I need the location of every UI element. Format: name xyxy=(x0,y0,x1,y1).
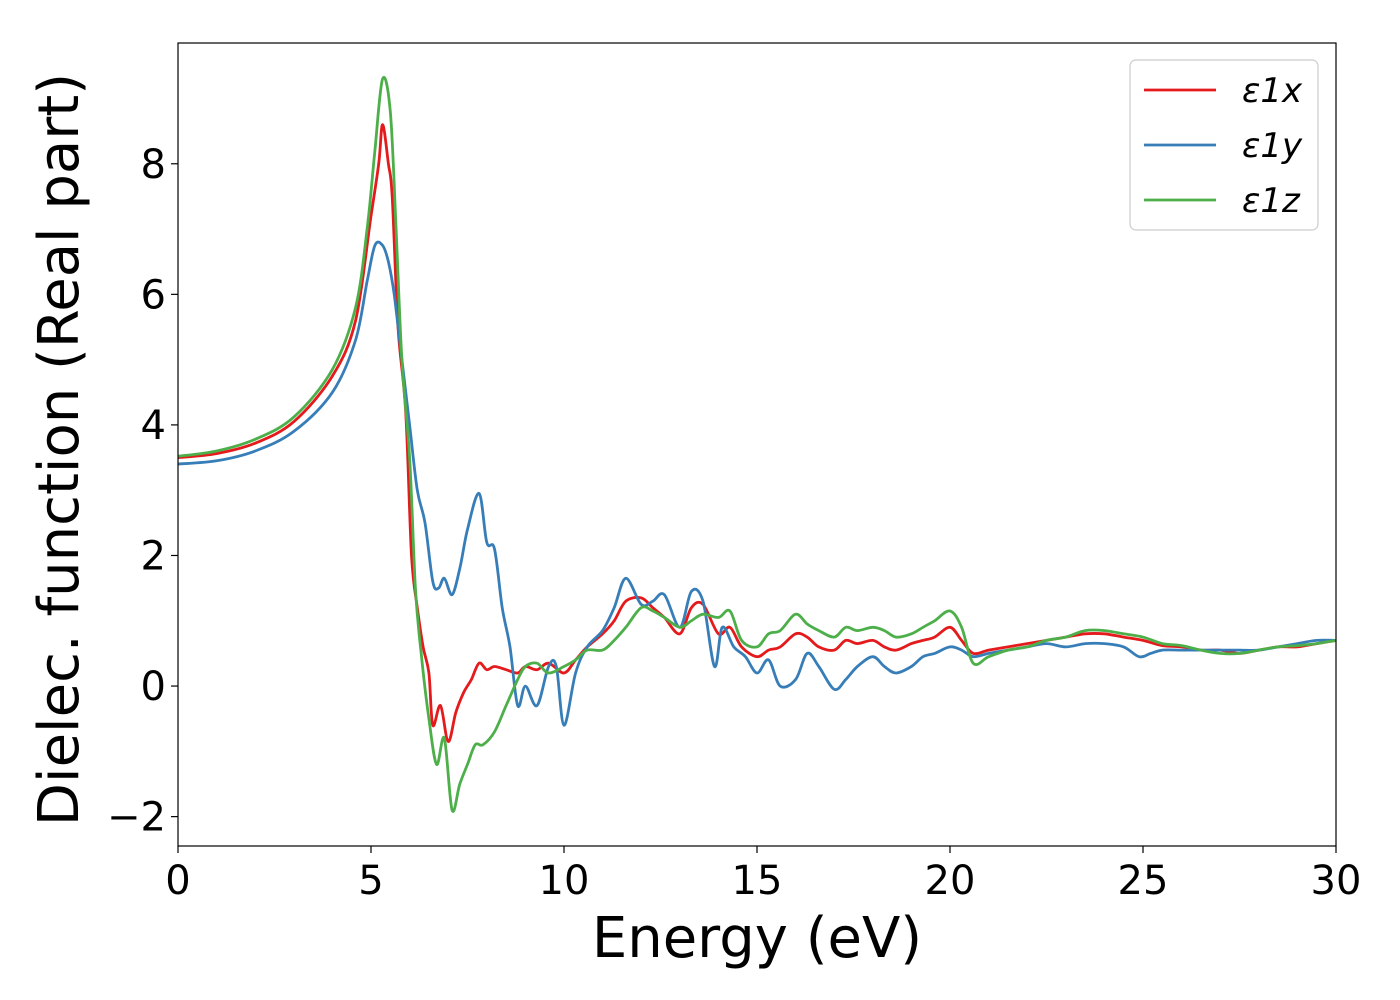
x-tick-label: 5 xyxy=(358,858,383,904)
legend-label: ε1x xyxy=(1242,71,1303,111)
x-tick-label: 30 xyxy=(1311,858,1362,904)
legend-label: ε1y xyxy=(1242,126,1303,166)
x-tick-label: 20 xyxy=(925,858,976,904)
y-tick-label: 4 xyxy=(141,403,166,449)
legend-box xyxy=(1129,59,1319,231)
x-tick-label: 25 xyxy=(1118,858,1169,904)
series-layer xyxy=(178,76,1336,813)
x-axis-title: Energy (eV) xyxy=(592,906,922,971)
series-line-3 xyxy=(178,76,1336,813)
series-line-2 xyxy=(178,240,1336,727)
y-tick-label: 0 xyxy=(141,664,166,710)
x-tick-label: 15 xyxy=(732,858,783,904)
y-axis-title: Dielec. function (Real part) xyxy=(27,73,92,826)
y-tick-label: −2 xyxy=(107,795,166,841)
x-axis: 0 5 10 15 20 25 30 xyxy=(165,846,1361,904)
x-tick-label: 0 xyxy=(165,858,190,904)
legend: ε1x ε1y ε1z xyxy=(1129,59,1319,231)
y-tick-label: 6 xyxy=(141,272,166,318)
legend-label: ε1z xyxy=(1242,181,1301,221)
x-tick-label: 10 xyxy=(539,858,590,904)
y-tick-label: 8 xyxy=(141,142,166,188)
y-tick-label: 2 xyxy=(141,533,166,579)
y-axis: −2 0 2 4 6 8 xyxy=(107,142,178,841)
